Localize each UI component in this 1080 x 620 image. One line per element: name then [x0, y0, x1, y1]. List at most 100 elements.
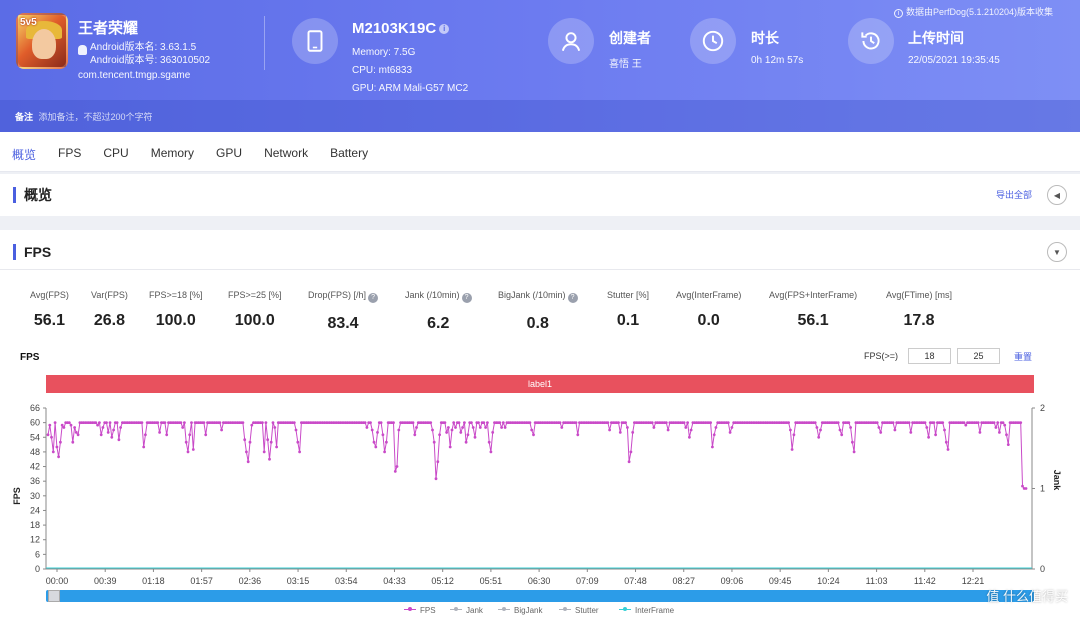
fps-point — [158, 431, 162, 434]
stat-fps-25: FPS>=25 [%] 100.0 — [228, 290, 282, 330]
help-icon[interactable]: ? — [368, 293, 379, 303]
stat-avg-ftime: Avg(FTime) [ms] 17.8 — [886, 290, 952, 330]
fps-point — [464, 440, 468, 444]
help-icon[interactable]: ? — [567, 293, 578, 303]
tab-battery[interactable]: Battery — [330, 146, 369, 160]
label-bar[interactable]: label1 — [46, 375, 1034, 393]
fps-point — [608, 428, 611, 432]
stat-label: Avg(FPS+InterFrame) — [769, 290, 858, 300]
legend-item[interactable]: FPS — [404, 606, 436, 615]
export-all-link[interactable]: 导出全部 — [995, 190, 1032, 200]
fps-point — [184, 440, 188, 444]
scrollbar-handle[interactable] — [48, 590, 60, 602]
fps-point — [59, 440, 62, 444]
legend-item[interactable]: Jank — [450, 606, 483, 615]
fps-point — [165, 433, 169, 437]
fps-point — [962, 421, 966, 424]
legend-item[interactable]: BigJank — [498, 606, 542, 615]
help-icon[interactable]: ? — [461, 293, 472, 303]
y-tick-label: 0 — [35, 564, 40, 574]
android-icon — [78, 45, 87, 55]
fps-section-title: FPS — [13, 244, 51, 260]
legend-label: InterFrame — [635, 606, 675, 615]
fps-point — [819, 428, 822, 432]
legend-item[interactable]: Stutter — [559, 606, 599, 615]
fps-point — [429, 421, 433, 424]
device-memory: Memory: 7.5G — [352, 47, 416, 58]
header-divider — [264, 16, 265, 70]
note-input[interactable]: 添加备注，不超过200个字符 — [38, 112, 153, 122]
fps-point — [576, 433, 580, 437]
fps-point — [482, 421, 486, 424]
stat-value: 56.1 — [797, 312, 829, 329]
device-info-icon[interactable]: i — [439, 24, 450, 34]
tab-network[interactable]: Network — [264, 146, 309, 160]
fps-point — [851, 440, 854, 444]
stat-value: 26.8 — [93, 312, 125, 329]
chart-scrollbar[interactable] — [46, 590, 1034, 602]
fps-point — [501, 421, 505, 424]
fps-point — [813, 421, 817, 424]
tab-memory[interactable]: Memory — [150, 146, 195, 160]
y-tick-label: 12 — [30, 535, 40, 545]
tab-fps[interactable]: FPS — [58, 146, 82, 160]
fps-point — [730, 426, 734, 429]
legend-item[interactable]: InterFrame — [619, 606, 674, 615]
y-tick-label: 48 — [30, 447, 40, 457]
fps-point — [298, 450, 301, 454]
tab-gpu[interactable]: GPU — [216, 146, 243, 160]
fps-point — [944, 440, 948, 444]
stat-label: Avg(FPS) — [30, 290, 69, 300]
fps-point — [787, 421, 790, 424]
fps-point — [847, 421, 851, 424]
fps-point — [852, 450, 856, 454]
tab-overview[interactable]: 概览 — [12, 148, 37, 162]
collapse-left-button[interactable]: ◀ — [1047, 185, 1067, 205]
stat-label: FPS>=18 [%] — [149, 290, 203, 300]
fps-point — [1005, 433, 1008, 437]
fps-point — [115, 421, 119, 424]
note-bar[interactable]: 备注 添加备注，不超过200个字符 — [0, 100, 1080, 132]
fps-point — [711, 445, 714, 449]
fps-point — [292, 421, 296, 424]
tab-cpu[interactable]: CPU — [103, 146, 129, 160]
stat-value: 6.2 — [427, 315, 450, 332]
y-tick-label: 30 — [30, 491, 40, 501]
fps-point — [397, 428, 401, 432]
fps-point — [243, 438, 247, 442]
fps-point — [266, 438, 270, 442]
fps-point — [363, 421, 367, 424]
fps-point — [471, 426, 475, 429]
fps-point — [294, 428, 298, 432]
fps-point — [484, 426, 487, 429]
creator-value: 喜悟 王 — [609, 59, 642, 70]
fps-point — [443, 421, 447, 424]
fps-point — [530, 428, 534, 432]
fps-point — [246, 460, 250, 464]
stat-value: 17.8 — [903, 312, 935, 329]
reset-link[interactable]: 重置 — [1014, 352, 1033, 362]
stat-value: 56.1 — [33, 312, 65, 329]
fps-point — [98, 421, 101, 424]
threshold-input-1[interactable]: 18 — [908, 348, 951, 364]
fps-point — [617, 421, 620, 424]
perfdog-note: i 数据由PerfDog(5.1.210204)版本收集 — [893, 5, 1053, 18]
fps-point — [815, 426, 819, 429]
x-tick-label: 08:27 — [672, 576, 695, 586]
legend-swatch — [559, 607, 571, 611]
threshold-input-2[interactable]: 25 — [957, 348, 1000, 364]
legend-label: Jank — [466, 606, 483, 615]
x-tick-label: 01:57 — [190, 576, 213, 586]
fps-point — [448, 445, 452, 449]
fps-point — [393, 470, 397, 473]
fps-point — [241, 421, 245, 424]
fps-point — [688, 435, 691, 439]
fps-point — [558, 421, 562, 424]
fps-point — [383, 450, 386, 454]
fps-collapse-button[interactable]: ▼ — [1047, 242, 1067, 262]
report-header: 5v5 王者荣耀 Android版本名: 3.63.1.5 Android版本号… — [0, 0, 1080, 132]
fps-point — [55, 445, 59, 449]
y2-tick-label: 2 — [1040, 403, 1045, 413]
fps-point — [275, 445, 278, 449]
